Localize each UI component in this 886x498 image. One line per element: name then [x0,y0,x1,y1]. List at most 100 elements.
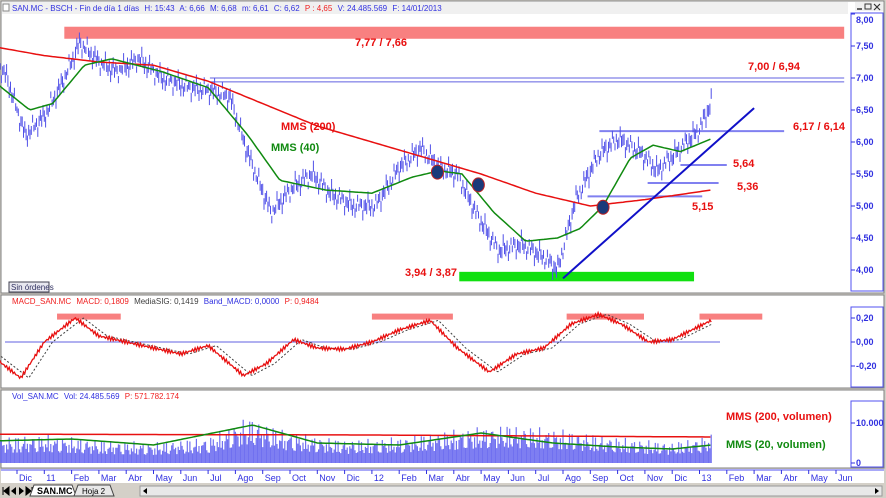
macd-band [699,313,763,320]
x-tick-label: Jun [510,473,525,483]
macd-band [57,313,121,320]
x-tick-label: Feb [74,473,90,483]
x-tick-label: Oct [292,473,307,483]
x-tick-label: Ago [565,473,581,483]
level-band [459,271,695,282]
maximize-icon[interactable] [864,3,872,10]
x-tick-label: Dic [347,473,360,483]
x-tick-label: Sep [265,473,281,483]
close-icon[interactable] [873,3,881,11]
x-tick-label: Feb [401,473,417,483]
macd-y-axis [850,306,884,388]
level-label: 5,36 [737,181,758,193]
x-tick-label: Jul [210,473,222,483]
level-band [64,26,845,39]
svg-text:Hoja 2: Hoja 2 [82,487,106,496]
x-tick-label: Dic [674,473,687,483]
x-tick-label: May [811,473,829,483]
macd-header: MACD_SAN.MC MACD: 0,1809 MediaSIG: 0,141… [12,297,319,306]
y-tick-label: 5,00 [856,201,874,211]
volume-y-axis [850,400,884,468]
volume-plot [0,419,712,463]
panel-menu-button[interactable] [2,3,10,12]
mms40-line [0,58,711,242]
y-tick-label: 4,00 [856,265,874,275]
x-tick-label: Feb [729,473,745,483]
level-label: 7,77 / 7,66 [355,37,407,49]
next-sheet-icon[interactable] [19,487,24,495]
mms20-volume-label: MMS (20, volumen) [726,439,826,451]
window-controls[interactable] [855,2,883,11]
first-sheet-icon[interactable] [2,485,10,497]
sin-ordenes-button[interactable]: Sin órdenes [8,281,54,293]
scroll-right-icon[interactable] [875,488,879,494]
y-tick-label: 8,00 [856,15,874,25]
x-tick-label: Jun [838,473,853,483]
mms200-line [0,47,711,207]
y-tick-label: 7,00 [856,73,874,83]
x-tick-label: Abr [783,473,797,483]
horizontal-scrollbar[interactable] [139,485,883,497]
x-tick-label: May [483,473,501,483]
volume-bars [0,419,712,463]
y-tick-label: 6,50 [856,105,874,115]
mms200-volume-label: MMS (200, volumen) [726,411,832,423]
price-header: SAN.MC - BSCH - Fin de día 1 días H: 15:… [12,4,442,13]
tab-san-mc[interactable]: SAN.MC [29,484,77,497]
x-tick-label: Mar [756,473,772,483]
x-tick-label: Nov [319,473,336,483]
volume-header: Vol_SAN.MC Vol: 24.485.569 P: 571.782.17… [12,392,180,401]
x-tick-label: Abr [128,473,142,483]
y-tick-label: 0,00 [856,337,874,347]
y-tick-label: -0,20 [856,361,877,371]
crossover-marker [430,164,444,180]
level-label: 3,94 / 3,87 [405,267,457,279]
x-tick-label: Dic [19,473,32,483]
y-tick-label: 7,50 [856,41,874,51]
y-tick-label: 0 [856,458,861,468]
trend-line [562,107,755,280]
svg-text:Sin órdenes: Sin órdenes [11,283,54,292]
macd-plot [0,310,763,380]
level-label: 6,17 / 6,14 [793,121,846,133]
y-tick-label: 10.000 [856,418,884,428]
x-tick-label: Jul [538,473,550,483]
y-tick-label: 5,50 [856,169,874,179]
macd-axis-ticks: 0,20 0,00 -0,20 [851,313,877,371]
price-header-bar [2,2,848,14]
sheet-nav-buttons[interactable] [2,485,33,497]
volume-axis-ticks: 10.000 0 [851,418,884,468]
tab-hoja-2[interactable]: Hoja 2 [73,484,115,497]
x-tick-label: Sep [592,473,608,483]
mms40-label: MMS (40) [271,142,320,154]
macd-band [371,313,453,320]
level-label: 7,00 / 6,94 [748,61,801,73]
volume-mms200-line [0,433,711,438]
y-tick-label: 0,20 [856,313,874,323]
macd-band [566,313,644,320]
x-tick-label: 13 [702,473,712,483]
svg-text:SAN.MC: SAN.MC [37,486,73,496]
x-tick-label: Abr [456,473,470,483]
date-axis-ticks: Dic 11 Feb Mar Abr May Jun Jul Ago Sep Oct Nov Dic 12… [16,470,853,483]
x-tick-label: Oct [620,473,635,483]
x-tick-label: 12 [374,473,384,483]
level-label: 5,64 [733,158,755,170]
x-tick-label: 11 [46,473,55,483]
price-panel [0,0,885,294]
x-tick-label: Mar [429,473,445,483]
y-tick-label: 4,50 [856,233,874,243]
volume-mms20-line [0,424,711,450]
x-tick-label: Nov [647,473,664,483]
prev-sheet-icon[interactable] [11,487,16,495]
scroll-left-icon[interactable] [143,488,147,494]
price-y-axis [850,12,884,292]
date-axis [1,469,884,483]
x-tick-label: May [156,473,174,483]
crossover-marker [596,199,610,215]
macd-line [0,310,712,380]
price-axis-ticks: 8,00 7,50 7,00 6,50 6,00 5,50 5,00 4,50 4,00 [851,13,874,275]
window-controls-bg [855,2,883,11]
